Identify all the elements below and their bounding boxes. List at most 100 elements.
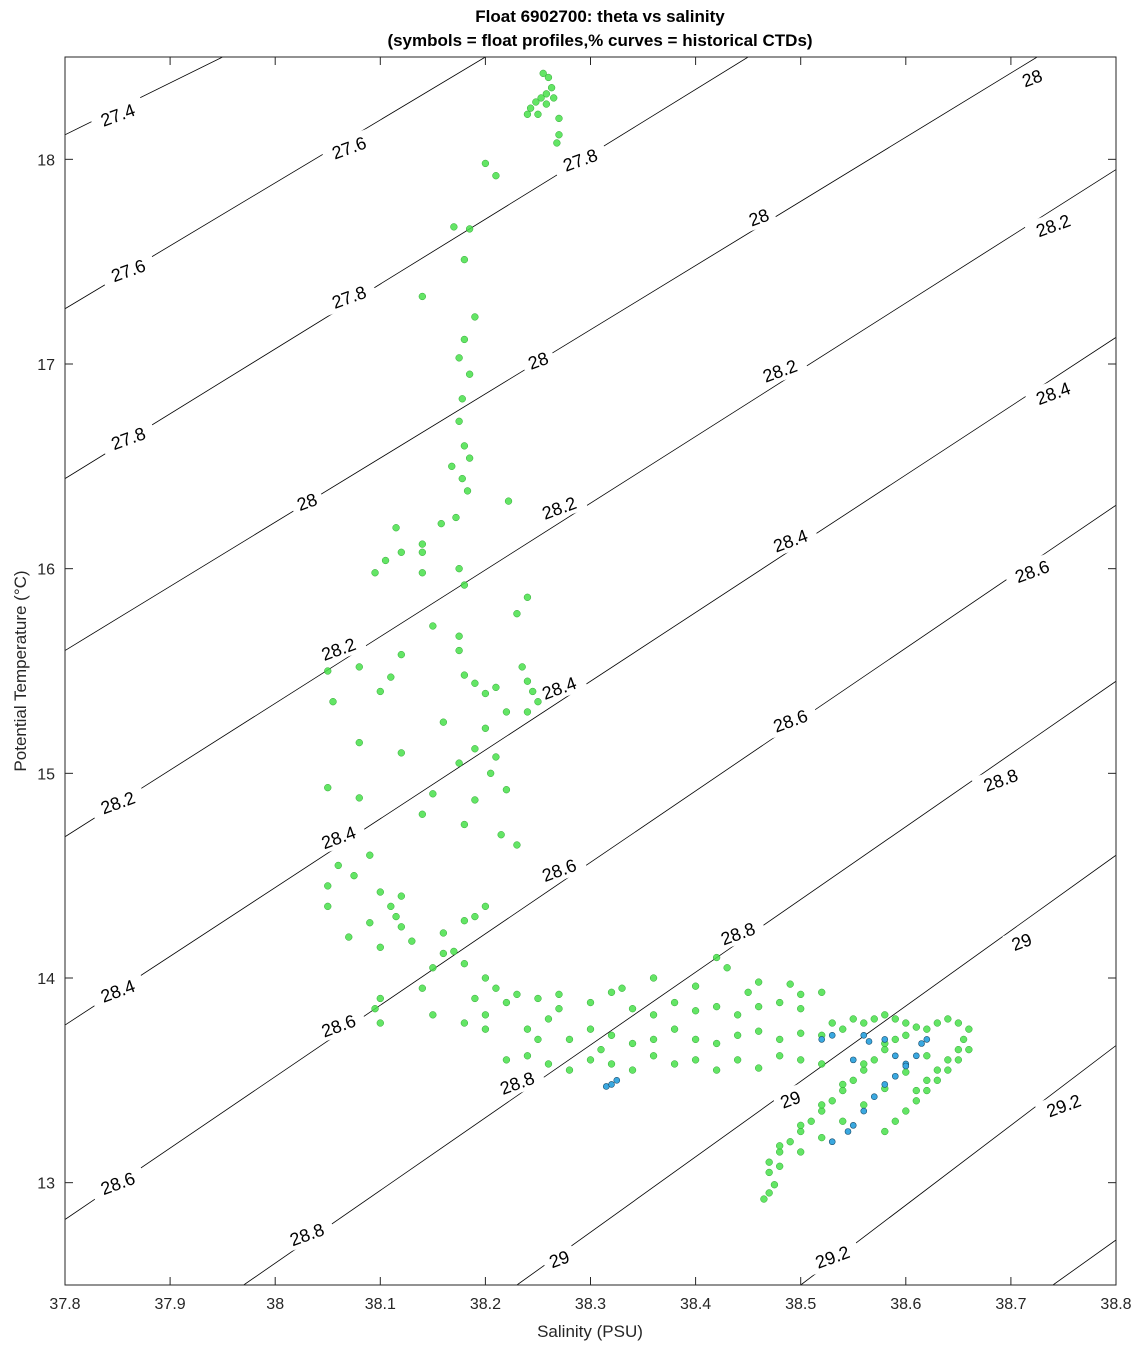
float-point [513, 610, 521, 618]
float-point [944, 1015, 952, 1023]
contour-label-gap [319, 276, 378, 317]
float-point [860, 1066, 868, 1074]
float-point [397, 923, 405, 931]
float-point [418, 540, 426, 548]
x-tick-label: 38.1 [365, 1296, 396, 1313]
float-point [376, 888, 384, 896]
float-point [923, 1025, 931, 1033]
float-point [797, 1121, 805, 1130]
contour-label-gap [519, 344, 557, 376]
float-point [649, 1052, 658, 1060]
float-point [460, 255, 469, 264]
float-point [329, 698, 337, 706]
float-point [733, 1056, 742, 1064]
float-point [933, 1066, 941, 1074]
float-point [376, 994, 384, 1003]
float-point [965, 1045, 973, 1054]
float-point [839, 1086, 847, 1095]
float-point [460, 335, 469, 344]
contour-label: 28.2 [88, 782, 147, 822]
float-point [776, 1052, 784, 1060]
float-point [649, 974, 658, 982]
isopycnal-line-28-4 [65, 337, 1116, 1026]
float-point [513, 990, 521, 999]
chart-subtitle: (symbols = float profiles,% curves = his… [387, 31, 812, 50]
float-point [418, 569, 426, 577]
float-point [933, 1076, 941, 1084]
contour-label-gap [1023, 373, 1083, 413]
float-point [586, 998, 595, 1007]
contour-label-gap [309, 628, 368, 669]
x-tick-label: 38.4 [680, 1296, 711, 1313]
float-point [460, 820, 469, 829]
float-point [458, 395, 466, 403]
float-point [555, 1005, 563, 1013]
float-point [455, 759, 463, 767]
float-point [523, 593, 532, 601]
float-point [471, 796, 479, 804]
float-point [712, 1003, 721, 1011]
float-point [797, 1148, 805, 1156]
x-tick-label: 38.5 [785, 1296, 816, 1313]
contour-label-gap [771, 1082, 809, 1115]
float-point [544, 1015, 553, 1023]
float-point [376, 687, 384, 696]
contour-label-gap [550, 139, 610, 179]
float-point [723, 964, 731, 972]
contour-label: 28 [519, 344, 557, 376]
profile-highlight-point [923, 1036, 931, 1043]
profile-highlight-point [870, 1093, 878, 1101]
float-point [776, 998, 784, 1007]
float-point [471, 679, 479, 687]
x-axis-label: Salinity (PSU) [537, 1322, 643, 1341]
float-point [954, 1056, 962, 1064]
float-point [387, 902, 395, 911]
float-point [537, 94, 545, 102]
float-point [492, 984, 500, 992]
float-point [649, 1035, 658, 1044]
float-point [513, 841, 521, 849]
contour-label-gap [319, 127, 378, 167]
float-point [408, 937, 416, 945]
float-point [502, 998, 511, 1007]
contour-label-gap [98, 418, 158, 458]
float-point [691, 1035, 700, 1044]
y-tick-label: 13 [37, 1176, 55, 1193]
float-point [881, 1011, 889, 1019]
profile-highlight-point [913, 1052, 920, 1060]
float-point [455, 646, 463, 655]
float-point [471, 912, 479, 921]
float-point [429, 622, 437, 630]
contour-label-gap [708, 913, 767, 953]
float-point [891, 1015, 899, 1023]
profile-highlight-point [891, 1052, 899, 1060]
float-point [628, 1005, 637, 1013]
float-point [526, 104, 535, 112]
contour-label-gap [540, 1242, 578, 1275]
profile-highlight-point [918, 1040, 925, 1047]
float-point [860, 1060, 868, 1068]
float-point [586, 1025, 595, 1033]
float-point [397, 892, 405, 900]
float-point [818, 988, 826, 996]
float-point [450, 223, 458, 231]
float-point [891, 1035, 899, 1044]
x-tick-label: 38 [266, 1296, 284, 1313]
float-point [839, 1080, 847, 1089]
float-point [497, 831, 505, 839]
float-point [471, 745, 479, 753]
float-point [797, 990, 805, 999]
float-point [959, 1035, 968, 1044]
float-point [544, 1060, 553, 1068]
contour-label-gap [88, 782, 147, 822]
float-point [670, 998, 679, 1007]
profile-highlight-point [828, 1032, 836, 1039]
float-point [334, 861, 342, 870]
float-point [547, 84, 556, 92]
float-point [807, 1117, 815, 1125]
float-point [437, 519, 445, 528]
float-point [471, 994, 479, 1003]
y-tick-label: 15 [37, 766, 55, 783]
float-point [628, 1066, 637, 1074]
float-profile-points [324, 69, 973, 1203]
